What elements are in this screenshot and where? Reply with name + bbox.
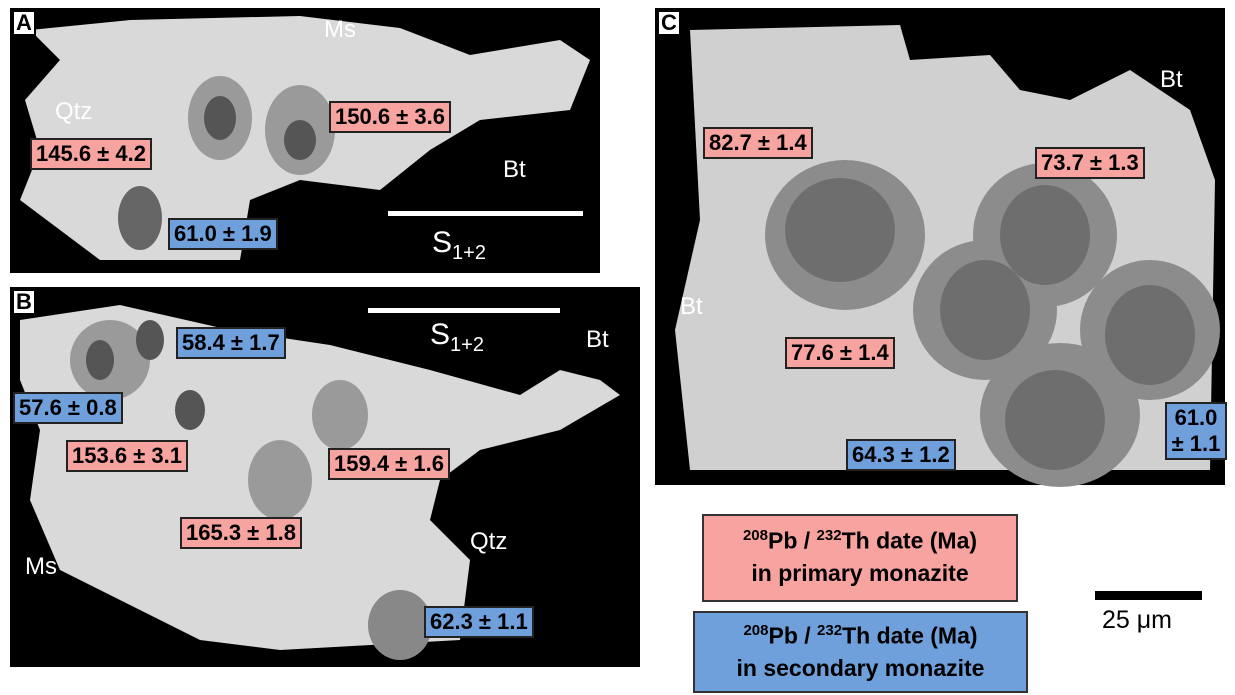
date-label: 82.7 ± 1.4 [703, 127, 813, 159]
mineral-label: Ms [324, 16, 356, 44]
isotope-mass: 208 [743, 622, 768, 639]
mineral-label: Bt [680, 293, 703, 321]
date-label: 145.6 ± 4.2 [30, 138, 152, 170]
foliation-label: S1+2 [430, 318, 484, 357]
date-label: 61.0 ± 1.9 [168, 218, 278, 250]
monazite [248, 440, 312, 520]
legend-text: Pb / [768, 623, 817, 649]
date-label: 150.6 ± 3.6 [329, 101, 451, 133]
date-label: 57.6 ± 0.8 [13, 392, 123, 424]
mineral-label: Qtz [470, 528, 507, 556]
isotope-mass: 232 [817, 527, 842, 544]
isotope-mass: 208 [743, 527, 768, 544]
monazite [118, 186, 162, 250]
mineral-label: Bt [503, 156, 526, 184]
panel-label: C [657, 10, 681, 36]
monazite-core [86, 340, 114, 380]
legend-primary: 208Pb / 232Th date (Ma) in primary monaz… [702, 514, 1018, 602]
foliation-line [368, 308, 560, 313]
foliation-line [388, 211, 583, 216]
foliation-symbol: S [432, 226, 452, 259]
scale-bar-label: 25 μm [1102, 606, 1172, 635]
date-label: 61.0 ± 1.1 [1165, 402, 1227, 460]
mineral-label: Ms [25, 553, 57, 581]
legend-text: Th date (Ma) [842, 623, 977, 649]
monazite [312, 380, 368, 450]
date-label: 153.6 ± 3.1 [66, 440, 188, 472]
legend-text: Th date (Ma) [842, 528, 977, 554]
figure: {"panels": [ {"label": "A", "minerals": … [0, 0, 1235, 695]
mineral-label: Bt [1160, 66, 1183, 94]
panel-label: A [12, 10, 36, 36]
monazite-core [284, 120, 316, 160]
legend-text: in primary monazite [704, 557, 1016, 589]
legend-text: Pb / [768, 528, 817, 554]
date-label: 58.4 ± 1.7 [176, 327, 286, 359]
mineral-label: Qtz [55, 98, 92, 126]
monazite-core [136, 320, 164, 360]
scale-bar [1095, 591, 1202, 600]
monazite-core [175, 390, 205, 430]
date-label: 73.7 ± 1.3 [1035, 147, 1145, 179]
monazite-core [204, 96, 236, 140]
isotope-mass: 232 [817, 622, 842, 639]
panel-label: B [12, 289, 36, 315]
foliation-subscript: 1+2 [452, 242, 486, 264]
legend-text: in secondary monazite [695, 652, 1026, 684]
date-label: 165.3 ± 1.8 [180, 517, 302, 549]
legend-secondary: 208Pb / 232Th date (Ma) in secondary mon… [693, 611, 1028, 693]
date-label: 64.3 ± 1.2 [846, 439, 956, 471]
date-label: 62.3 ± 1.1 [424, 606, 534, 638]
foliation-label: S1+2 [432, 226, 486, 265]
foliation-symbol: S [430, 318, 450, 351]
date-label: 159.4 ± 1.6 [328, 448, 450, 480]
legend-line: 208Pb / 232Th date (Ma) [704, 520, 1016, 557]
mineral-label: Bt [586, 326, 609, 354]
legend-line: 208Pb / 232Th date (Ma) [695, 615, 1026, 652]
foliation-subscript: 1+2 [450, 334, 484, 356]
monazite [368, 590, 432, 660]
date-label: 77.6 ± 1.4 [785, 337, 895, 369]
